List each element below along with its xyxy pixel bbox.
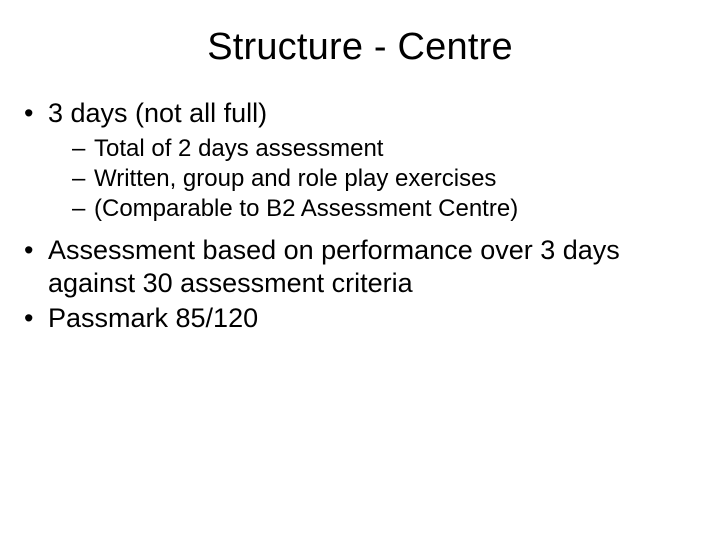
slide: Structure - Centre 3 days (not all full)… bbox=[0, 0, 720, 540]
sub-bullet-item: Total of 2 days assessment bbox=[72, 134, 700, 164]
sub-bullet-text: Written, group and role play exercises bbox=[94, 165, 496, 192]
sub-bullet-list: Total of 2 days assessment Written, grou… bbox=[48, 134, 700, 224]
bullet-item: Assessment based on performance over 3 d… bbox=[20, 234, 700, 300]
sub-bullet-text: (Comparable to B2 Assessment Centre) bbox=[94, 195, 518, 222]
bullet-item: 3 days (not all full) Total of 2 days as… bbox=[20, 97, 700, 224]
bullet-item: Passmark 85/120 bbox=[20, 302, 700, 335]
slide-title: Structure - Centre bbox=[0, 0, 720, 79]
bullet-text: 3 days (not all full) bbox=[48, 98, 267, 128]
sub-bullet-item: (Comparable to B2 Assessment Centre) bbox=[72, 194, 700, 224]
bullet-text: Assessment based on performance over 3 d… bbox=[48, 235, 620, 298]
bullet-text: Passmark 85/120 bbox=[48, 303, 258, 333]
sub-bullet-item: Written, group and role play exercises bbox=[72, 164, 700, 194]
sub-bullet-text: Total of 2 days assessment bbox=[94, 135, 383, 162]
slide-body: 3 days (not all full) Total of 2 days as… bbox=[0, 79, 720, 335]
bullet-list: 3 days (not all full) Total of 2 days as… bbox=[20, 97, 700, 335]
